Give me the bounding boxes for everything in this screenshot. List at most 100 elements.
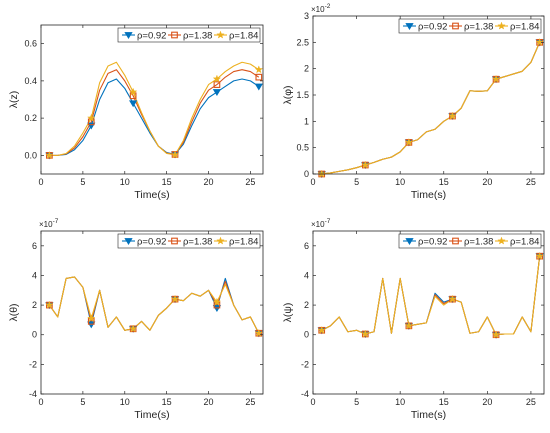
data-point — [491, 74, 501, 83]
x-tick-label: 10 — [120, 397, 130, 407]
y-tick-label: 2 — [32, 300, 37, 310]
axes-box — [312, 230, 545, 395]
plot-area — [313, 231, 544, 394]
y-tick-label: 2.5 — [296, 37, 309, 47]
y-tick-label: 2 — [304, 64, 309, 74]
y-tick-label: 0.2 — [24, 113, 37, 123]
data-point — [535, 37, 544, 46]
y-tick-label: 1 — [304, 116, 309, 126]
data-point — [87, 314, 96, 322]
y-exponent-power: -2 — [325, 3, 331, 10]
x-tick-label: 5 — [80, 397, 85, 407]
data-point — [129, 100, 138, 108]
y-axis-label: λ(ψ) — [282, 303, 294, 323]
data-point — [404, 321, 414, 330]
y-tick-label: 3 — [304, 11, 309, 21]
data-point — [404, 138, 414, 146]
x-tick-label: 15 — [439, 177, 449, 187]
data-point — [45, 300, 54, 309]
legend-label-1: ρ=0.92 — [137, 236, 166, 247]
y-exponent-label: ×10-2 — [311, 3, 331, 14]
y-tick-label: 0.5 — [296, 143, 309, 153]
x-tick-label: 10 — [395, 177, 405, 187]
data-point — [128, 87, 138, 96]
legend-box — [117, 27, 261, 43]
y-axis-label: λ(φ) — [282, 85, 294, 104]
y-tick-label: -2 — [29, 359, 37, 369]
y-axis-label: λ(θ) — [8, 303, 20, 321]
y-tick-label: 0.0 — [24, 150, 37, 160]
y-exponent-base: ×10 — [39, 220, 53, 229]
x-tick-label: 15 — [439, 397, 449, 407]
y-tick-label: 6 — [32, 241, 37, 251]
x-axis-label: Time(s) — [411, 409, 446, 421]
x-tick-label: 10 — [120, 177, 130, 187]
data-point — [212, 305, 222, 313]
legend-marker-1 — [405, 238, 414, 245]
legend: ρ=0.92 ρ=1.38 ρ=1.84 — [117, 233, 261, 249]
x-tick-label: 25 — [245, 177, 255, 187]
legend-label-3: ρ=1.84 — [510, 236, 539, 247]
y-exponent-power: -7 — [325, 218, 331, 225]
data-point — [448, 111, 457, 120]
chart-panel-2: 0 5 10 15 20 25 0 0.5 1 1.5 2 2.5 3 Time(s) λ(φ) ×10-2 ρ… — [282, 3, 545, 201]
legend-box — [398, 233, 542, 249]
series-line-3 — [48, 276, 260, 334]
data-point — [212, 297, 222, 306]
y-tick-label: 0 — [304, 330, 309, 340]
y-tick-label: -4 — [29, 389, 37, 399]
legend-box — [398, 18, 542, 34]
series-line-3 — [321, 42, 541, 175]
y-axis-label: λ(z) — [8, 91, 20, 109]
legend: ρ=0.92 ρ=1.38 ρ=1.84 — [398, 233, 542, 249]
x-tick-label: 20 — [482, 177, 492, 187]
series-line-3 — [321, 256, 541, 336]
legend-label-2: ρ=1.38 — [464, 236, 493, 247]
data-point — [45, 150, 54, 159]
data-point — [448, 294, 457, 303]
legend-marker-2 — [452, 237, 459, 245]
axes-box — [40, 24, 264, 175]
y-tick-label: -2 — [301, 359, 309, 369]
legend-marker-1 — [124, 32, 133, 39]
y-tick-label: 2 — [304, 300, 309, 310]
x-axis-label: Time(s) — [134, 409, 169, 421]
data-point — [128, 324, 138, 333]
x-tick-label: 25 — [526, 177, 536, 187]
legend-label-2: ρ=1.38 — [464, 21, 493, 32]
data-point — [87, 113, 96, 122]
data-point — [170, 294, 180, 303]
legend-marker-1 — [405, 23, 414, 30]
y-exponent-power: -7 — [53, 218, 59, 225]
plot-area — [41, 25, 263, 174]
legend-marker-3 — [216, 30, 225, 39]
x-tick-label: 5 — [354, 397, 359, 407]
chart-panel-4: 0 5 10 15 20 25 -4 -2 0 2 4 6 Time(s) λ(ψ) ×10-7 ρ=0.92… — [282, 218, 545, 421]
legend-marker-3 — [497, 236, 506, 245]
legend-marker-3 — [216, 236, 225, 245]
data-point — [213, 81, 221, 88]
y-exponent-label: ×10-7 — [311, 218, 331, 229]
y-tick-label: -4 — [301, 389, 309, 399]
data-point — [254, 65, 263, 74]
plot-area — [41, 231, 263, 394]
x-axis-label: Time(s) — [134, 189, 169, 201]
legend-label-2: ρ=1.38 — [183, 236, 212, 247]
legend-label-1: ρ=0.92 — [418, 236, 447, 247]
data-point — [361, 160, 370, 169]
legend-marker-1 — [124, 238, 133, 245]
data-point — [254, 328, 263, 337]
legend-marker-2 — [171, 31, 178, 39]
legend-label-1: ρ=0.92 — [418, 21, 447, 32]
legend-label-3: ρ=1.84 — [229, 30, 258, 41]
y-tick-label: 1.5 — [296, 90, 309, 100]
data-point — [87, 321, 96, 329]
legend-label-1: ρ=0.92 — [137, 30, 166, 41]
y-exponent-label: ×10-7 — [39, 218, 59, 229]
axes-box — [40, 230, 264, 395]
y-tick-label: 0 — [32, 330, 37, 340]
x-tick-label: 10 — [395, 397, 405, 407]
x-tick-label: 0 — [310, 397, 315, 407]
